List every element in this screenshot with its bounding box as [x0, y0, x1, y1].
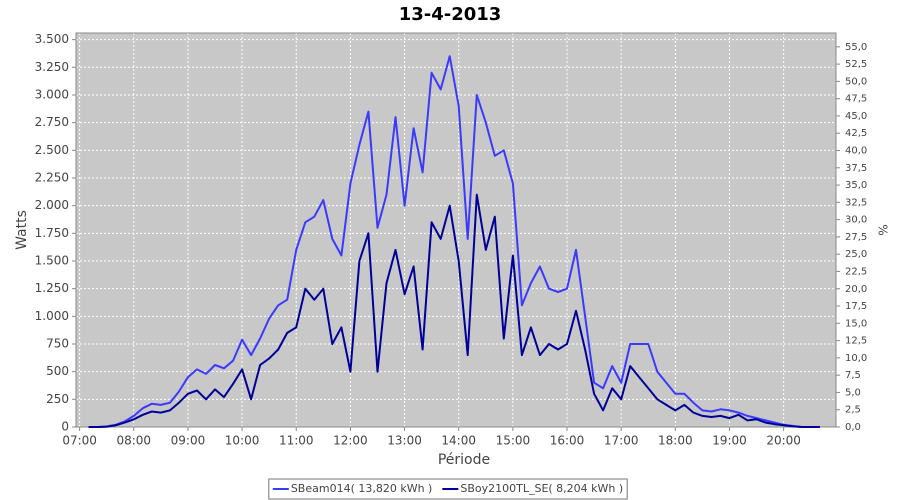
y-axis-label: Watts [14, 210, 30, 250]
y2-tick-label: 0,0 [845, 422, 861, 433]
y2-tick-label: 15,0 [845, 318, 867, 329]
y-tick-label: 500 [46, 364, 69, 378]
y-tick-label: 1.500 [35, 253, 69, 267]
y-tick-label: 3.500 [35, 32, 69, 46]
y-tick-label: 3.000 [35, 87, 69, 101]
y2-tick-label: 55,0 [845, 42, 867, 53]
legend-label: SBeam014( 13,820 kWh ) [291, 482, 433, 495]
y2-tick-label: 5,0 [845, 387, 861, 398]
series-line [88, 193, 820, 428]
plot-area [76, 33, 836, 427]
y2-tick-label: 47,5 [845, 94, 867, 105]
y2-tick-label: 12,5 [845, 336, 867, 347]
y2-tick-label: 22,5 [845, 266, 867, 277]
x-tick-label: 16:00 [550, 434, 585, 448]
x-tick-label: 07:00 [62, 434, 97, 448]
x-tick-label: 19:00 [712, 434, 747, 448]
y-tick-label: 1.750 [35, 226, 69, 240]
y-tick-label: 0 [61, 420, 69, 434]
plot-border [75, 32, 837, 428]
series-line [88, 55, 820, 428]
x-tick-label: 20:00 [766, 434, 801, 448]
y2-tick-label: 37,5 [845, 163, 867, 174]
y2-tick-label: 45,0 [845, 111, 867, 122]
x-tick-label: 17:00 [604, 434, 639, 448]
x-tick-label: 12:00 [333, 434, 368, 448]
y2-tick-label: 50,0 [845, 76, 867, 87]
y-tick-label: 250 [46, 392, 69, 406]
y-tick-label: 1.000 [35, 309, 69, 323]
y2-tick-label: 25,0 [845, 249, 867, 260]
y2-tick-label: 7,5 [845, 370, 861, 381]
y-tick-label: 2.750 [35, 115, 69, 129]
chart-title: 13-4-2013 [399, 4, 502, 25]
legend-box [268, 478, 628, 500]
x-tick-label: 08:00 [116, 434, 151, 448]
y-tick-label: 3.250 [35, 60, 69, 74]
x-tick-label: 13:00 [387, 434, 422, 448]
x-tick-label: 18:00 [658, 434, 693, 448]
y2-tick-label: 40,0 [845, 146, 867, 157]
y2-tick-label: 17,5 [845, 301, 867, 312]
y-tick-label: 2.500 [35, 143, 69, 157]
y2-tick-label: 52,5 [845, 59, 867, 70]
y2-tick-label: 35,0 [845, 180, 867, 191]
legend: SBeam014( 13,820 kWh ) SBoy2100TL_SE( 8,2… [268, 478, 628, 500]
y2-tick-label: 30,0 [845, 215, 867, 226]
y2-axis-label: % [876, 224, 890, 235]
y2-tick-label: 32,5 [845, 197, 867, 208]
y2-tick-label: 42,5 [845, 128, 867, 139]
x-tick-label: 09:00 [171, 434, 206, 448]
x-tick-label: 14:00 [441, 434, 476, 448]
y2-tick-label: 10,0 [845, 353, 867, 364]
y-tick-label: 750 [46, 336, 69, 350]
y2-tick-label: 20,0 [845, 284, 867, 295]
y2-tick-label: 2,5 [845, 405, 861, 416]
y-tick-label: 1.250 [35, 281, 69, 295]
x-tick-label: 10:00 [225, 434, 260, 448]
x-tick-label: 15:00 [496, 434, 531, 448]
legend-label: SBoy2100TL_SE( 8,204 kWh ) [460, 482, 623, 495]
x-axis-label: Période [438, 452, 490, 468]
y2-tick-label: 27,5 [845, 232, 867, 243]
y-tick-label: 2.000 [35, 198, 69, 212]
x-tick-label: 11:00 [279, 434, 314, 448]
y-tick-label: 2.250 [35, 170, 69, 184]
